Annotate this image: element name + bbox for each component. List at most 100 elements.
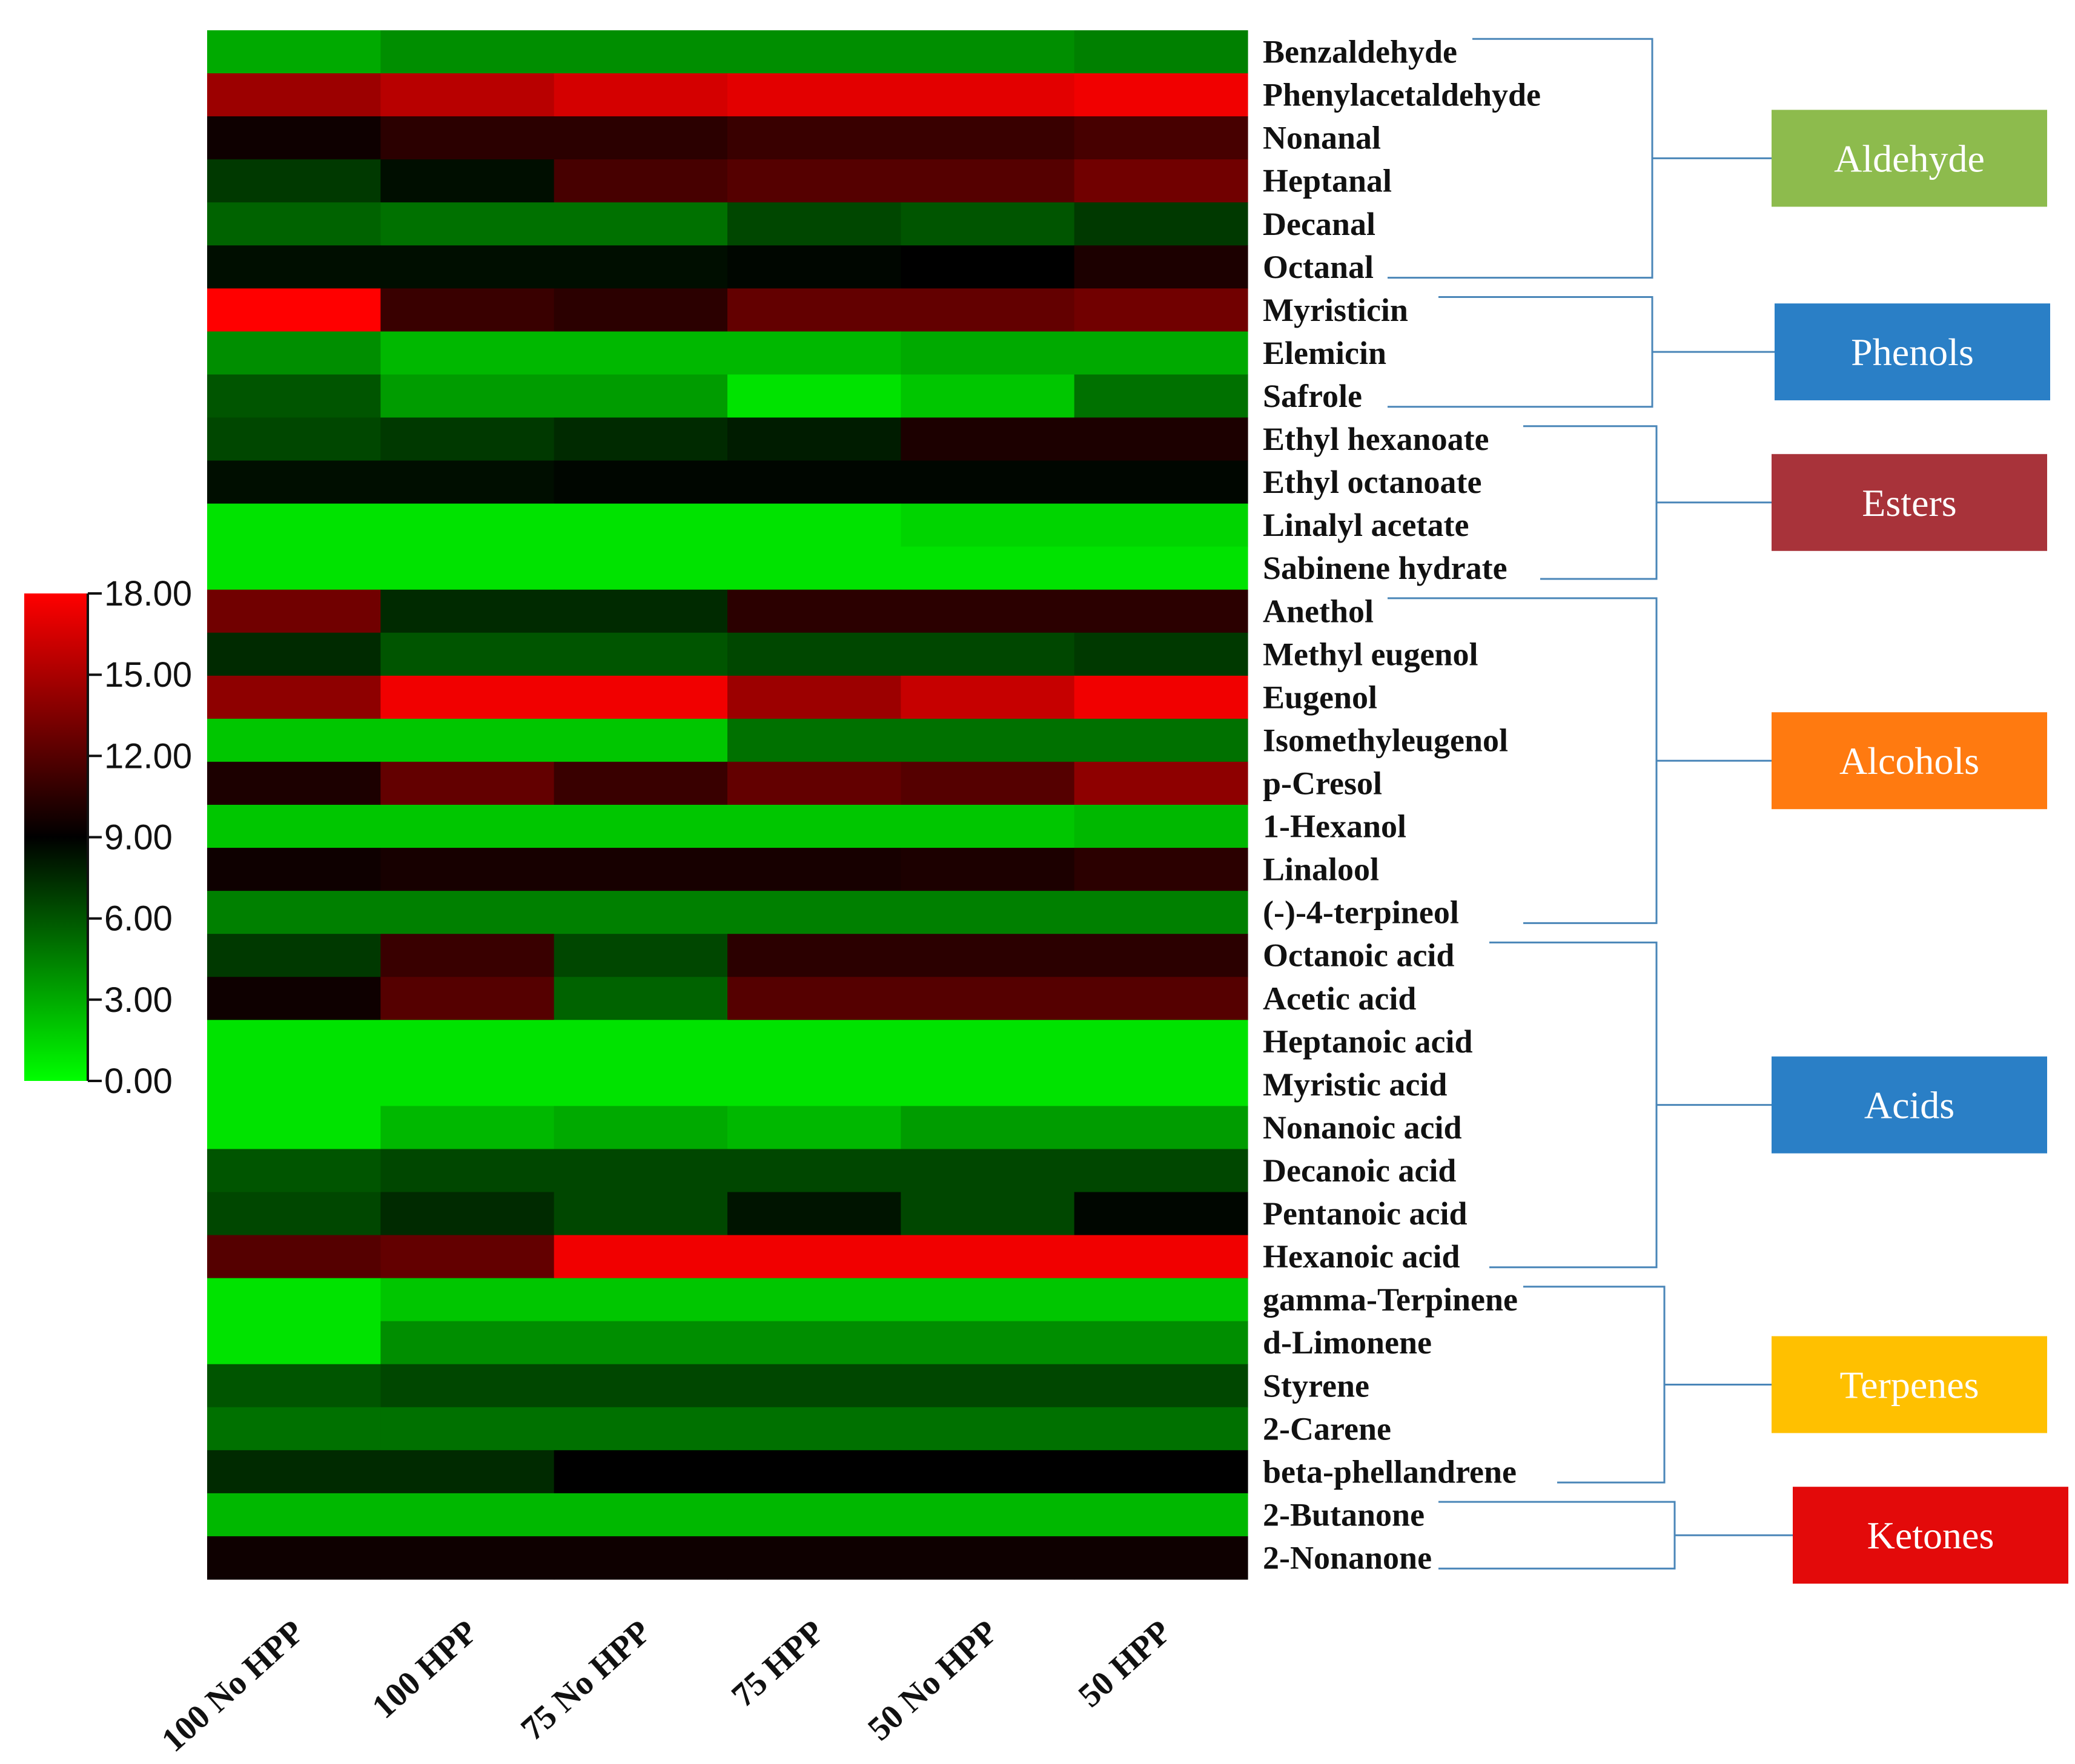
heatmap-cell-linalyl-acetate-75-no-hpp [554, 503, 728, 547]
heatmap-cell-sabinene-hydrate-75-no-hpp [554, 546, 728, 590]
row-label-methyl-eugenol: Methyl eugenol [1263, 636, 1478, 672]
heatmap-cell-myristic-acid-75-no-hpp [554, 1063, 728, 1106]
heatmap-cell-4-terpineol-100-hpp [380, 891, 555, 934]
row-label-benzaldehyde: Benzaldehyde [1263, 34, 1457, 70]
heatmap-cell-ethyl-octanoate-50-hpp [1074, 460, 1248, 504]
colorbar: 18.00 15.00 12.00 9.00 6.00 3.00 0.00 [24, 574, 192, 1101]
heatmap-cell-octanal-100-hpp [380, 245, 555, 289]
heatmap-cell-4-terpineol-100-no-hpp [207, 891, 381, 934]
heatmap-cell-4-terpineol-75-hpp [727, 891, 901, 934]
heatmap-cell-ethyl-octanoate-75-hpp [727, 460, 901, 504]
heatmap-cell-linalyl-acetate-50-hpp [1074, 503, 1248, 547]
heatmap-cell-heptanal-50-hpp [1074, 159, 1248, 203]
heatmap-cell-benzaldehyde-100-hpp [380, 30, 555, 74]
row-label-ethyl-hexanoate: Ethyl hexanoate [1263, 421, 1489, 457]
heatmap-cell-decanoic-acid-100-no-hpp [207, 1149, 381, 1193]
heatmap-cell-phenylacetaldehyde-50-hpp [1074, 73, 1248, 117]
heatmap-cell-anethol-100-no-hpp [207, 589, 381, 633]
heatmap-cell-ethyl-hexanoate-75-hpp [727, 417, 901, 461]
heatmap-cell-2-carene-100-hpp [380, 1407, 555, 1451]
heatmap-cell-decanal-75-hpp [727, 202, 901, 246]
heatmap-cell-linalool-75-no-hpp [554, 848, 728, 891]
heatmap-cell-safrole-75-hpp [727, 374, 901, 418]
heatmap-cell-acetic-acid-50-no-hpp [901, 977, 1075, 1020]
bracket-alcohols [1388, 597, 1772, 924]
heatmap-cell-p-cresol-50-hpp [1074, 761, 1248, 805]
colorbar-tick-label: 9.00 [104, 818, 173, 857]
heatmap-cell-nonanal-50-no-hpp [901, 116, 1075, 160]
heatmap-cell-linalyl-acetate-100-no-hpp [207, 503, 381, 547]
row-labels: Benzaldehyde Phenylacetaldehyde Nonanal Hep… [1263, 34, 1541, 1576]
group-box-esters [1772, 454, 2047, 551]
heatmap-cell-elemicin-50-no-hpp [901, 331, 1075, 375]
heatmap-cell-heptanoic-acid-100-no-hpp [207, 1020, 381, 1063]
row-label-p-cresol: p-Cresol [1263, 765, 1382, 802]
heatmap-cell-pentanoic-acid-50-hpp [1074, 1192, 1248, 1236]
heatmap-cell-2-carene-100-no-hpp [207, 1407, 381, 1451]
row-label-heptanoic-acid: Heptanoic acid [1263, 1023, 1473, 1060]
heatmap-cell-d-limonene-100-no-hpp [207, 1321, 381, 1365]
heatmap-cell-hexanoic-acid-100-hpp [380, 1235, 555, 1279]
heatmap-cell-myristicin-50-hpp [1074, 288, 1248, 332]
heatmap-cell-methyl-eugenol-100-hpp [380, 632, 555, 676]
heatmap-cell-methyl-eugenol-100-no-hpp [207, 632, 381, 676]
group-label-alcohols: Alcohols [1839, 739, 1979, 782]
heatmap-cell-nonanal-100-hpp [380, 116, 555, 160]
heatmap-cell-elemicin-75-hpp [727, 331, 901, 375]
heatmap-cell-heptanal-50-no-hpp [901, 159, 1075, 203]
heatmap-cell-nonanoic-acid-100-no-hpp [207, 1106, 381, 1150]
heatmap-cell-acetic-acid-50-hpp [1074, 977, 1248, 1020]
heatmap-cell-p-cresol-50-no-hpp [901, 761, 1075, 805]
heatmap-cell-ethyl-hexanoate-50-hpp [1074, 417, 1248, 461]
heatmap-cell-decanoic-acid-100-hpp [380, 1149, 555, 1193]
heatmap-cell-decanal-50-hpp [1074, 202, 1248, 246]
heatmap-cell-nonanal-75-hpp [727, 116, 901, 160]
heatmap-cell-isomethyleugenol-100-no-hpp [207, 718, 381, 762]
heatmap-cell-2-nonanone-50-no-hpp [901, 1536, 1075, 1580]
heatmap-cell-eugenol-75-no-hpp [554, 675, 728, 719]
group-label-phenols: Phenols [1851, 331, 1974, 374]
column-label-75-no-hpp: 75 No HPP [514, 1613, 658, 1748]
group-labels: Aldehyde Phenols Esters Alcohols Acids Terpen… [1772, 110, 2068, 1584]
heatmap-cell-safrole-50-hpp [1074, 374, 1248, 418]
heatmap-cell-decanal-100-hpp [380, 202, 555, 246]
heatmap-cell-gamma-terpinene-100-no-hpp [207, 1278, 381, 1322]
row-label-octanoic-acid: Octanoic acid [1263, 937, 1454, 974]
row-label-nonanoic-acid: Nonanoic acid [1263, 1109, 1462, 1146]
heatmap-cell-eugenol-50-no-hpp [901, 675, 1075, 719]
heatmap-cell-myristicin-100-hpp [380, 288, 555, 332]
heatmap-cell-beta-phellandrene-50-no-hpp [901, 1450, 1075, 1494]
column-label-50-hpp: 50 HPP [1071, 1613, 1179, 1715]
heatmap-cell-nonanoic-acid-100-hpp [380, 1106, 555, 1150]
heatmap-cell-myristicin-75-no-hpp [554, 288, 728, 332]
heatmap-cell-2-butanone-100-hpp [380, 1493, 555, 1537]
colorbar-tick-label: 6.00 [104, 899, 173, 939]
row-label-2-butanone: 2-Butanone [1263, 1496, 1425, 1533]
heatmap-cell-2-nonanone-75-no-hpp [554, 1536, 728, 1580]
heatmap-cell-heptanal-100-no-hpp [207, 159, 381, 203]
colorbar-tick-label: 3.00 [104, 980, 173, 1020]
heatmap-cell-octanoic-acid-50-hpp [1074, 934, 1248, 977]
row-label-4-terpineol: (-)-4-terpineol [1263, 894, 1459, 931]
heatmap-cell-elemicin-100-no-hpp [207, 331, 381, 375]
heatmap-cell-gamma-terpinene-75-no-hpp [554, 1278, 728, 1322]
colorbar-tick-label: 0.00 [104, 1062, 173, 1101]
heatmap-cell-decanoic-acid-75-hpp [727, 1149, 901, 1193]
group-box-ketones [1793, 1487, 2068, 1584]
heatmap-cell-anethol-50-hpp [1074, 589, 1248, 633]
heatmap-cell-2-nonanone-50-hpp [1074, 1536, 1248, 1580]
heatmap-cell-gamma-terpinene-100-hpp [380, 1278, 555, 1322]
row-label-myristicin: Myristicin [1263, 292, 1408, 328]
heatmap-cell-1-hexanol-100-no-hpp [207, 805, 381, 848]
heatmap-cell-hexanoic-acid-100-no-hpp [207, 1235, 381, 1279]
row-label-anethol: Anethol [1263, 593, 1374, 629]
group-label-acids: Acids [1864, 1084, 1954, 1127]
bracket-esters [1523, 425, 1772, 580]
group-label-aldehyde: Aldehyde [1834, 137, 1985, 180]
heatmap-cell-gamma-terpinene-50-no-hpp [901, 1278, 1075, 1322]
heatmap-cell-pentanoic-acid-100-hpp [380, 1192, 555, 1236]
heatmap-cell-nonanoic-acid-75-hpp [727, 1106, 901, 1150]
heatmap-cell-safrole-50-no-hpp [901, 374, 1075, 418]
heatmap-cell-myristic-acid-50-hpp [1074, 1063, 1248, 1106]
